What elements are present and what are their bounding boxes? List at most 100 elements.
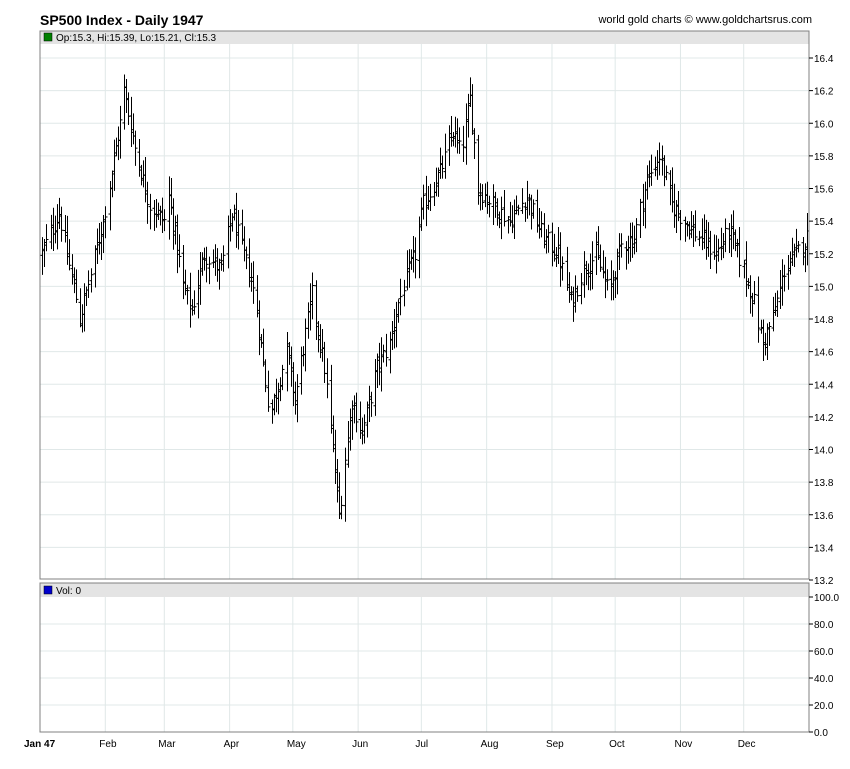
- ohlc-bar: [531, 199, 536, 219]
- ohlc-bar: [295, 374, 300, 423]
- ohlc-legend-swatch: [43, 32, 53, 42]
- vol-tick-label: 40.0: [814, 674, 834, 685]
- price-plot-area: [40, 31, 809, 579]
- ohlc-bar: [177, 234, 182, 268]
- price-y-axis: 13.2 13.4 13.6 13.8 14.0 14.2 14.4 14.6 14.8 15.0…: [809, 54, 834, 587]
- ohlc-bar: [236, 210, 241, 250]
- price-tick-label: 15.6: [814, 185, 834, 196]
- month-label: Jun: [352, 739, 368, 750]
- x-axis-month-labels: Jan 47 Feb Mar Apr May Jun Jul Aug Sep Oct Nov Dec: [24, 739, 755, 750]
- month-label: Oct: [609, 739, 625, 750]
- price-grid: [40, 44, 809, 579]
- ohlc-bar: [325, 358, 330, 399]
- ohlc-bar: [354, 392, 359, 433]
- ohlc-bar: [207, 256, 212, 285]
- price-panel: Op:15.3, Hi:15.39, Lo:15.21, Cl:15.3 13.…: [39, 30, 834, 587]
- vol-tick-label: 80.0: [814, 620, 834, 631]
- ohlc-bar: [598, 244, 603, 272]
- ohlc-bar: [421, 184, 426, 220]
- price-tick-label: 14.6: [814, 348, 834, 359]
- ohlc-bar: [649, 154, 654, 186]
- ohlc-bar: [579, 273, 584, 305]
- month-label: Apr: [224, 739, 240, 750]
- ohlc-bar: [443, 133, 448, 179]
- ohlc-bar: [499, 196, 504, 240]
- ohlc-bar: [118, 105, 123, 159]
- ohlc-bar: [716, 238, 721, 262]
- price-tick-label: 16.4: [814, 54, 834, 65]
- ohlc-bar: [634, 218, 639, 253]
- ohlc-bar: [266, 370, 271, 412]
- ohlc-bar: [162, 209, 167, 232]
- month-label: May: [287, 739, 306, 750]
- ohlc-bar: [480, 184, 485, 210]
- ohlc-bar: [192, 290, 197, 315]
- volume-panel-border: [39, 582, 810, 733]
- ohlc-bar: [693, 210, 698, 242]
- month-label: Nov: [674, 739, 692, 750]
- month-label: Dec: [738, 739, 756, 750]
- ohlc-bar: [103, 206, 108, 239]
- ohlc-bar: [74, 269, 79, 304]
- ohlc-bar: [185, 284, 190, 305]
- vol-tick-label: 100.0: [814, 593, 839, 604]
- price-tick-label: 14.4: [814, 380, 834, 391]
- ohlc-bar: [708, 230, 713, 270]
- ohlc-bar: [381, 344, 386, 363]
- ohlc-bar: [362, 414, 367, 444]
- ohlc-bar: [244, 246, 249, 270]
- price-tick-label: 15.2: [814, 250, 834, 261]
- month-label: Jan 47: [24, 739, 56, 750]
- ohlc-bar: [678, 210, 683, 241]
- ohlc-bar: [697, 230, 702, 247]
- price-tick-label: 13.4: [814, 543, 834, 554]
- month-label: Mar: [158, 739, 176, 750]
- ohlc-bar: [310, 272, 315, 320]
- price-tick-label: 14.0: [814, 446, 834, 457]
- ohlc-bar: [44, 224, 49, 252]
- price-tick-label: 13.8: [814, 478, 834, 489]
- ohlc-bar: [605, 269, 610, 291]
- ohlc-bar: [546, 224, 551, 253]
- price-tick-label: 14.2: [814, 413, 834, 424]
- ohlc-bar: [440, 155, 445, 179]
- ohlc-bar: [339, 495, 344, 520]
- ohlc-bar: [590, 241, 595, 290]
- ohlc-bar: [457, 127, 462, 154]
- ohlc-bar: [723, 218, 728, 253]
- ohlc-bar: [343, 447, 348, 522]
- month-label: Feb: [99, 739, 117, 750]
- ohlc-bar: [263, 359, 268, 393]
- volume-y-axis: 0.0 20.0 40.0 60.0 80.0 100.0: [809, 593, 839, 739]
- price-tick-label: 15.4: [814, 217, 834, 228]
- ohlc-bar: [461, 125, 466, 162]
- volume-plot-area: [40, 583, 809, 732]
- ohlc-bar: [516, 204, 521, 216]
- ohlc-bar: [752, 281, 757, 305]
- ohlc-bar: [148, 193, 153, 230]
- ohlc-bar: [402, 279, 407, 307]
- vol-tick-label: 60.0: [814, 647, 834, 658]
- ohlc-bar: [487, 195, 492, 218]
- price-tick-label: 16.2: [814, 87, 834, 98]
- month-label: Aug: [481, 739, 499, 750]
- volume-grid: [40, 597, 809, 732]
- ohlc-bar: [767, 321, 772, 346]
- ohlc-header-band: [40, 31, 809, 44]
- ohlc-bar: [204, 246, 209, 283]
- vol-header-band: [40, 583, 809, 597]
- ohlc-bar: [502, 190, 507, 227]
- ohlc-bar: [539, 211, 544, 238]
- ohlc-bar: [775, 290, 780, 317]
- ohlc-bar: [560, 256, 565, 281]
- vol-tick-label: 0.0: [814, 728, 828, 739]
- ohlc-bar: [67, 239, 72, 271]
- ohlc-bar: [782, 264, 787, 292]
- ohlc-bar: [756, 276, 761, 343]
- ohlc-bar: [280, 364, 285, 391]
- ohlc-bar: [221, 245, 226, 272]
- price-tick-label: 14.8: [814, 315, 834, 326]
- ohlc-bar: [145, 181, 150, 224]
- ohlc-legend-label: Op:15.3, Hi:15.39, Lo:15.21, Cl:15.3: [56, 33, 217, 44]
